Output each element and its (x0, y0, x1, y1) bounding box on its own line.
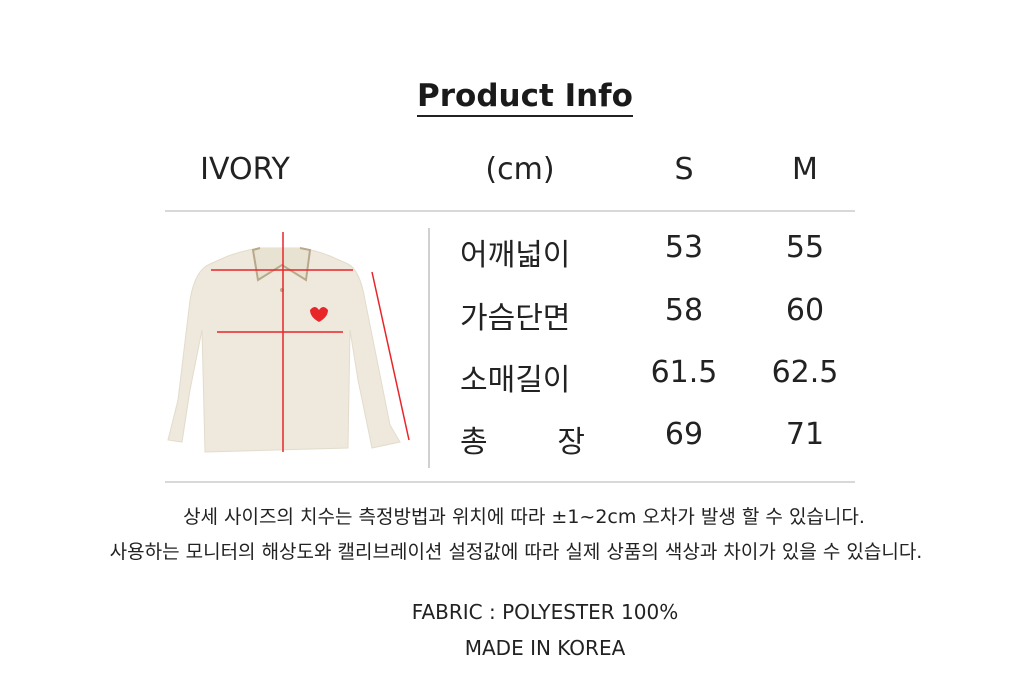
divider-vertical (428, 228, 430, 468)
row-label: 어깨넓이 (460, 238, 571, 273)
row-value-m: 60 (785, 293, 825, 328)
divider-bottom (165, 481, 855, 483)
divider-top (165, 210, 855, 212)
measure-lines (211, 232, 410, 452)
row-value-m: 71 (785, 417, 825, 452)
row-value-s: 58 (664, 293, 704, 328)
row-label: 소매길이 (460, 363, 571, 398)
note-measurement: 상세 사이즈의 치수는 측정방법과 위치에 따라 ±1~2cm 오차가 발생 할… (183, 506, 865, 528)
row-label: 총 장 (460, 425, 585, 460)
row-value-s: 53 (664, 230, 704, 265)
row-value-s: 69 (664, 417, 704, 452)
fabric-info: FABRIC : POLYESTER 100% (411, 600, 679, 624)
note-color: 사용하는 모니터의 해상도와 캘리브레이션 설정값에 따라 실제 상품의 색상과… (109, 541, 923, 563)
row-label: 가슴단면 (460, 301, 571, 336)
unit-header: (cm) (485, 152, 555, 187)
size-m-header: M (792, 152, 818, 187)
garment-measurement-image (167, 232, 410, 453)
origin-info: MADE IN KOREA (464, 636, 626, 660)
page-title: Product Info (0, 78, 1032, 117)
row-value-s: 61.5 (650, 355, 718, 390)
heart-logo-icon (310, 307, 328, 322)
row-value-m: 62.5 (771, 355, 839, 390)
color-header: IVORY (200, 152, 290, 187)
row-value-m: 55 (785, 230, 825, 265)
size-s-header: S (674, 152, 694, 187)
